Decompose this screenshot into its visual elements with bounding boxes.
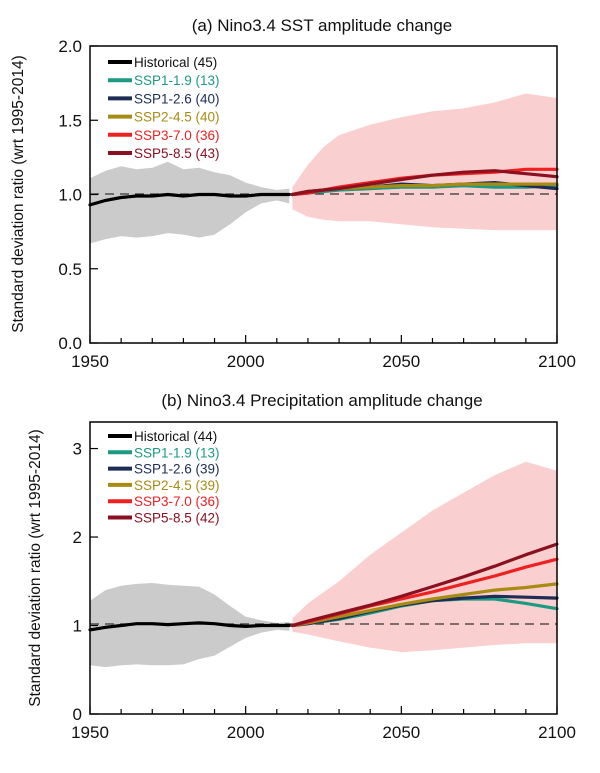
x-tick-label: 2000 (227, 352, 265, 371)
legend-label: SSP2-4.5 (39) (134, 478, 220, 493)
legend-label: SSP5-8.5 (42) (134, 511, 220, 526)
y-tick-label: 0.5 (58, 260, 82, 279)
axes: 1950 2000 2050 2100 0 1 2 3 (71, 440, 576, 742)
legend-label: SSP3-7.0 (36) (134, 494, 220, 509)
x-tick-label: 1950 (71, 723, 109, 742)
uncertainty-band-historical (90, 161, 290, 244)
series-line-0 (88, 192, 291, 207)
y-tick-label: 2 (73, 528, 82, 547)
legend-label: SSP3-7.0 (36) (134, 128, 220, 143)
legend-label: SSP1-2.6 (40) (134, 91, 220, 106)
legend-label: SSP1-1.9 (13) (134, 73, 220, 88)
y-tick-label: 1.0 (58, 186, 82, 205)
legend-label: SSP1-2.6 (39) (134, 462, 220, 477)
uncertainty-bands (90, 93, 557, 244)
series-line-5 (290, 542, 559, 628)
legend: Historical (45) SSP1-1.9 (13) SSP1-2.6 (40… (108, 55, 220, 161)
uncertainty-band-ssp (292, 461, 557, 653)
axes: 1950 2000 2050 2100 0.0 0.5 1.0 1.5 2.0 (58, 37, 576, 371)
y-tick-label: 1.5 (58, 111, 82, 130)
x-tick-label: 2050 (382, 723, 420, 742)
series-line-3 (290, 582, 559, 628)
legend: Historical (44)SSP1-1.9 (13) SSP1-2.6 (39… (108, 429, 220, 526)
series-lines (88, 542, 559, 632)
legend-label: Historical (45) (134, 55, 217, 70)
y-axis-label: Standard deviation ratio (wrt 1995-2014) (27, 429, 44, 706)
x-tick-label: 2100 (538, 352, 576, 371)
y-tick-label: 0 (73, 705, 82, 724)
x-tick-label: 2100 (538, 723, 576, 742)
chart-title: (b) Nino3.4 Precipitation amplitude chan… (161, 391, 482, 410)
x-tick-label: 1950 (71, 352, 109, 371)
legend-label: SSP2-4.5 (40) (134, 110, 220, 125)
chart-title: (a) Nino3.4 SST amplitude change (192, 16, 453, 35)
y-axis-label: Standard deviation ratio (wrt 1995-2014) (10, 55, 27, 332)
series-lines (88, 167, 559, 207)
plot-frame (89, 421, 558, 715)
y-tick-label: 1 (73, 617, 82, 636)
uncertainty-bands (90, 461, 557, 668)
series-line-0 (88, 621, 291, 632)
y-tick-label: 3 (73, 440, 82, 459)
y-tick-label: 2.0 (58, 37, 82, 56)
uncertainty-band-ssp (292, 93, 557, 231)
legend-label: SSP1-1.9 (13) (134, 445, 220, 460)
legend-label: Historical (44) (134, 429, 217, 444)
legend-label: SSP5-8.5 (43) (134, 146, 220, 161)
y-tick-label: 0.0 (58, 334, 82, 353)
series-line-5 (290, 169, 559, 197)
panel-precipitation: (b) Nino3.4 Precipitation amplitude chan… (27, 391, 576, 742)
panel-sst: (a) Nino3.4 SST amplitude change Standar… (10, 16, 576, 371)
x-tick-label: 2050 (382, 352, 420, 371)
x-tick-label: 2000 (227, 723, 265, 742)
uncertainty-band-historical (90, 583, 290, 668)
